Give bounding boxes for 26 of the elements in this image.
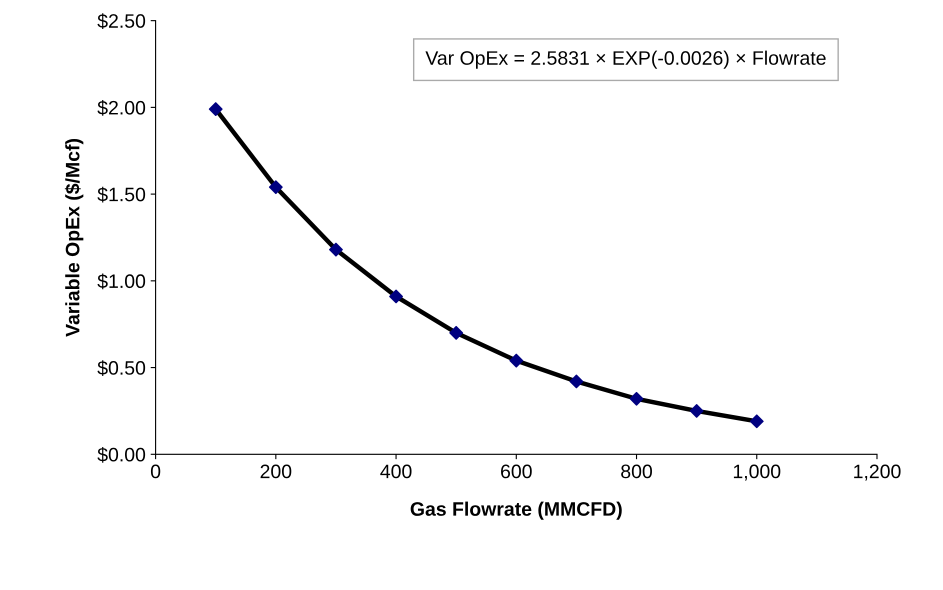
x-tick-label: 1,000 [734, 464, 780, 481]
x-tick-label: 1,200 [854, 464, 901, 481]
point [750, 414, 764, 428]
x-tick-label: 800 [621, 464, 652, 478]
x-tick-label: 0 [150, 464, 160, 478]
x-tick-label: 200 [260, 464, 292, 478]
point [509, 354, 524, 368]
y-axis-title: Variable OpEx ($/Mcf) [64, 139, 84, 337]
y-tick-label: $2.00 [97, 100, 146, 116]
point [208, 102, 223, 116]
point [329, 242, 343, 257]
point [268, 180, 283, 194]
y-tick-label: $0.00 [97, 446, 146, 463]
y-tick-label: $2.50 [97, 13, 146, 30]
point [389, 290, 403, 304]
point [570, 374, 584, 388]
y-tick-label: $1.50 [97, 186, 146, 203]
y-tick-label: $1.00 [97, 273, 146, 290]
x-axis-title: Gas Flowrate (MMCFD) [410, 502, 622, 520]
y-tick-label: $0.50 [97, 360, 146, 376]
point [449, 326, 464, 340]
x-tick-label: 400 [380, 464, 412, 478]
point [630, 392, 644, 406]
point [690, 404, 704, 418]
x-tick-label: 600 [501, 464, 532, 478]
annotation: Var OpEx = 2.5831 × EXP(-0.0026) × Flowrate [425, 50, 826, 69]
